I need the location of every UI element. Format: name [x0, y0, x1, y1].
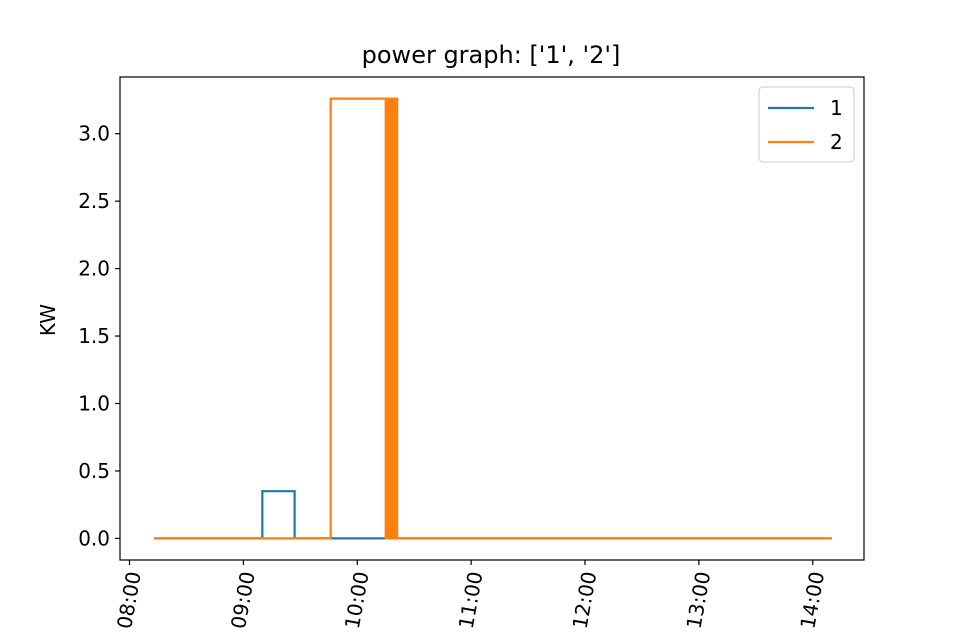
- y-tick-label: 2.0: [78, 257, 110, 281]
- y-tick-label: 0.5: [78, 459, 110, 483]
- y-tick-label: 1.0: [78, 391, 110, 415]
- series-layer: [154, 97, 832, 540]
- legend-box: [758, 86, 855, 163]
- legend-label-2: 2: [830, 130, 843, 154]
- legend: 12: [758, 86, 855, 163]
- y-tick-label: 3.0: [78, 122, 110, 146]
- y-tick-label: 0.0: [78, 526, 110, 550]
- plot-frame: [119, 76, 865, 561]
- legend-label-1: 1: [830, 96, 843, 120]
- y-tick-label: 2.5: [78, 189, 110, 213]
- y-axis-label: KW: [36, 304, 60, 336]
- series-line-2: [154, 97, 832, 540]
- chart-title: power graph: ['1', '2']: [362, 41, 621, 69]
- y-tick-label: 1.5: [78, 324, 110, 348]
